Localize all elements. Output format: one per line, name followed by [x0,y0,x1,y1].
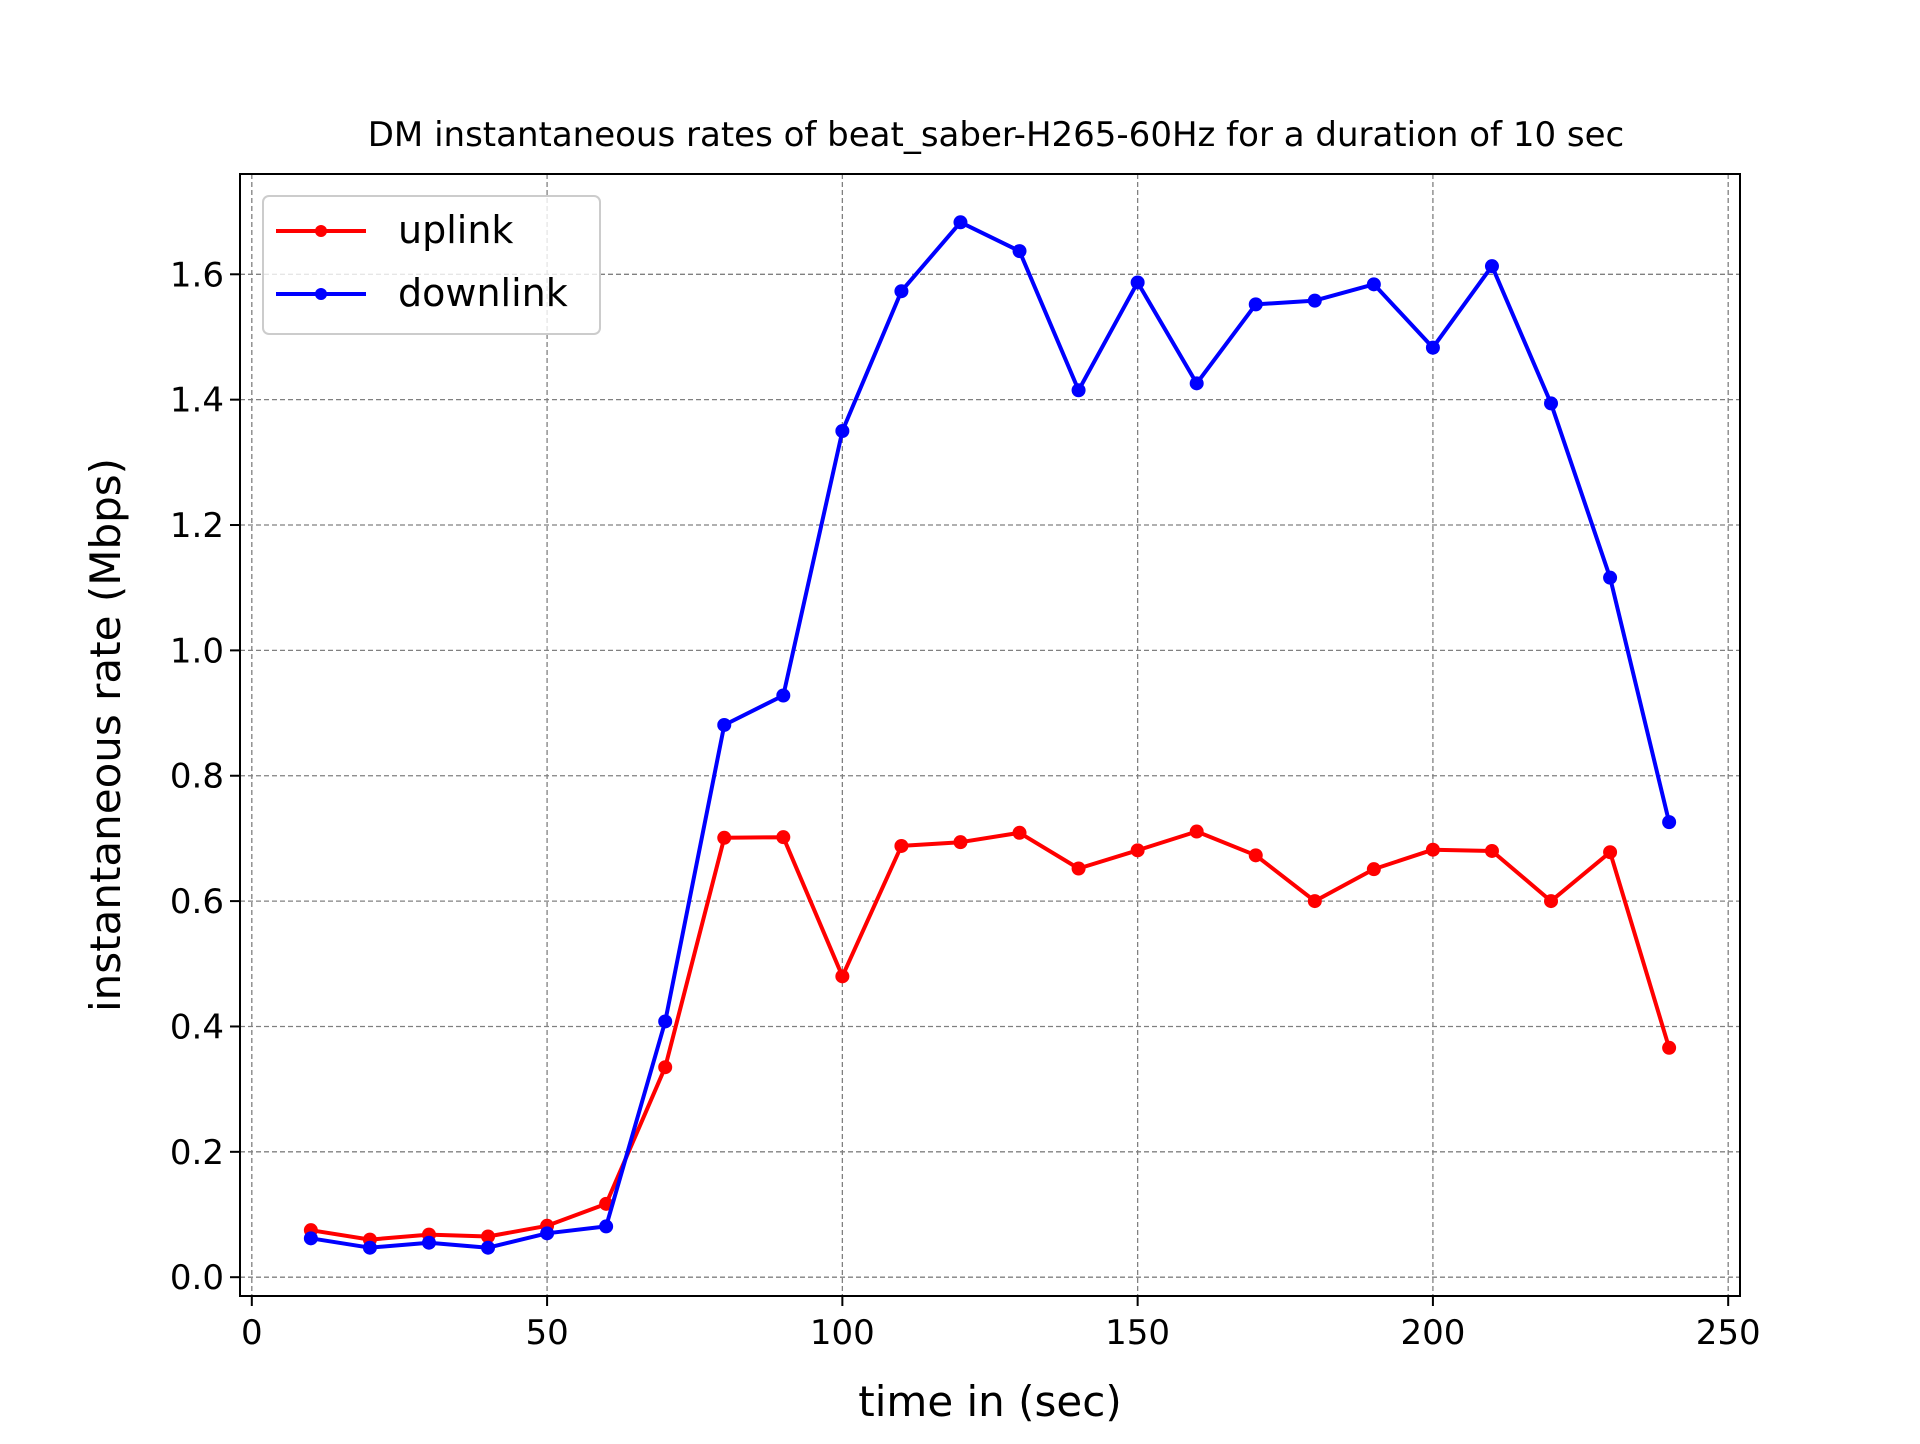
data-point-downlink [894,284,909,299]
data-point-uplink [481,1229,496,1244]
y-tick-label: 0.8 [170,757,224,797]
x-tick-label: 150 [1105,1313,1170,1353]
data-point-downlink [658,1014,673,1029]
legend-marker-downlink [315,288,327,300]
x-tick-label: 200 [1400,1313,1465,1353]
data-point-downlink [1484,259,1499,274]
data-point-uplink [1248,848,1263,863]
data-point-downlink [1248,297,1263,312]
data-point-downlink [776,688,791,703]
data-point-uplink [1662,1040,1677,1055]
y-tick-label: 1.0 [170,631,224,671]
data-point-uplink [1071,861,1086,876]
data-point-downlink [717,717,732,732]
x-tick-label: 50 [525,1313,568,1353]
data-point-downlink [953,215,968,230]
data-point-uplink [717,830,732,845]
data-point-uplink [658,1060,673,1075]
data-point-downlink [421,1235,436,1250]
series-uplink [303,824,1677,1247]
data-point-uplink [1603,845,1618,860]
series-line-downlink [310,220,1672,1250]
series-line-uplink [310,829,1672,1242]
data-point-downlink [1544,396,1559,411]
legend-label-downlink: downlink [398,271,568,315]
y-tick-label: 1.4 [170,381,224,421]
data-point-downlink [1603,570,1618,585]
data-point-downlink [1071,383,1086,398]
data-point-downlink [362,1240,377,1255]
y-tick-label: 1.2 [170,506,224,546]
legend-item-uplink: uplink [276,208,513,252]
data-point-uplink [1307,894,1322,909]
data-point-downlink [481,1240,496,1255]
data-point-uplink [1484,843,1499,858]
series-downlink [303,215,1677,1255]
data-point-uplink [953,835,968,850]
data-point-downlink [835,423,850,438]
data-point-downlink [1189,376,1204,391]
plot-area-frame [239,173,1741,1297]
y-tick-label: 0.0 [170,1258,224,1298]
legend-marker-uplink [315,225,327,237]
axis-ticks: 0 50 100 150 200 250 0.0 0.2 0.4 0.6 0.8 1.0 1.2 1.4 1… [170,255,1761,1353]
data-point-downlink [1012,244,1027,259]
x-tick-label: 100 [810,1313,875,1353]
data-point-uplink [1130,843,1145,858]
data-point-uplink [1544,894,1559,909]
y-tick-label: 1.6 [170,255,224,295]
data-point-uplink [894,838,909,853]
data-point-uplink [1012,825,1027,840]
y-tick-label: 0.6 [170,882,224,922]
data-point-uplink [1425,842,1440,857]
data-point-downlink [303,1231,318,1246]
data-point-downlink [1366,277,1381,292]
y-tick-label: 0.2 [170,1133,224,1173]
data-point-uplink [835,969,850,984]
data-point-downlink [1662,815,1677,830]
data-point-downlink [540,1226,555,1241]
legend-label-uplink: uplink [398,208,513,252]
x-tick-label: 0 [241,1313,263,1353]
data-point-downlink [1425,340,1440,355]
data-point-downlink [1130,275,1145,290]
chart-title: DM instantaneous rates of beat_saber-H26… [368,115,1624,155]
data-point-uplink [776,830,791,845]
data-point-downlink [599,1219,614,1234]
y-axis-label: instantaneous rate (Mbps) [81,458,130,1012]
data-point-uplink [1366,862,1381,877]
y-tick-label: 0.4 [170,1007,224,1047]
x-tick-label: 250 [1696,1313,1761,1353]
legend-item-downlink: downlink [276,271,568,315]
data-point-uplink [1189,824,1204,839]
data-point-downlink [1307,293,1322,308]
legend: uplink downlink [262,195,601,335]
x-axis-label: time in (sec) [858,1377,1121,1426]
series-layer [303,215,1677,1255]
